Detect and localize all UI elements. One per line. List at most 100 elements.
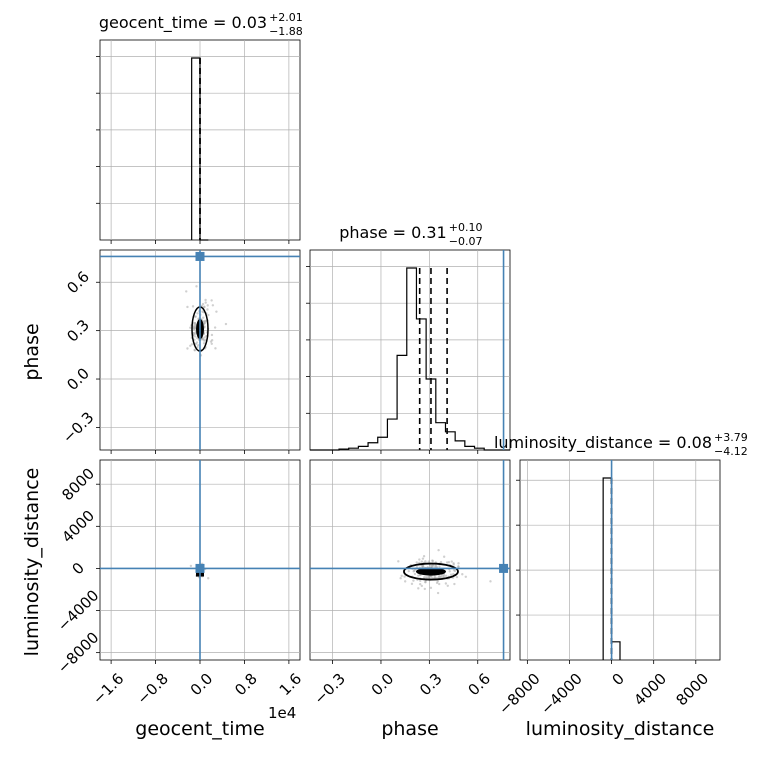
panel-hist-phase bbox=[306, 249, 511, 454]
sample-point bbox=[418, 582, 422, 586]
sample-point bbox=[434, 565, 437, 568]
sample-point bbox=[403, 575, 406, 578]
sample-point bbox=[429, 564, 432, 567]
title-phase-plus: +0.10 bbox=[449, 221, 483, 234]
sample-point bbox=[422, 555, 426, 558]
sample-point bbox=[447, 561, 451, 564]
tick-label-x: −4000 bbox=[537, 670, 586, 719]
sample-point bbox=[423, 587, 427, 591]
xlabel-geocent-time: geocent_time bbox=[135, 718, 264, 740]
sample-point bbox=[452, 562, 455, 565]
panel-titles: geocent_time = 0.03 +2.01−1.88 phase = 0.3… bbox=[99, 11, 748, 458]
title-luminosity_distance: luminosity_distance = 0.08 +3.79−4.12 bbox=[494, 431, 748, 458]
sample-point bbox=[429, 586, 433, 590]
title-luminosity_distance-value: luminosity_distance = 0.08 bbox=[494, 433, 712, 453]
panel-phase-vs-luminosity-distance: −0.3 0.0 0.3 0.6 bbox=[309, 459, 511, 708]
tick-label-x: 8000 bbox=[672, 670, 712, 710]
title-geocent_time-minus: −1.88 bbox=[269, 25, 303, 38]
sample-point bbox=[191, 305, 195, 308]
sample-point bbox=[442, 575, 446, 578]
sample-point bbox=[204, 298, 207, 302]
sample-point bbox=[444, 574, 448, 577]
tick-label-x: 0.0 bbox=[368, 670, 398, 700]
tick-label-y: 0.6 bbox=[63, 268, 93, 298]
tick-label-y: −4000 bbox=[54, 586, 103, 635]
panel-hist-geocent-time bbox=[96, 39, 301, 244]
tick-label-x: 0.3 bbox=[416, 670, 446, 700]
sample-point bbox=[424, 576, 428, 579]
sample-point bbox=[206, 308, 209, 311]
sample-point bbox=[461, 573, 464, 576]
sample-point bbox=[213, 326, 217, 329]
sample-point bbox=[407, 569, 410, 573]
sample-point bbox=[436, 580, 439, 583]
truth-marker bbox=[195, 563, 205, 573]
ylabel-luminosity-distance: luminosity_distance bbox=[21, 468, 43, 657]
sample-point bbox=[204, 301, 207, 304]
sample-point bbox=[452, 572, 455, 576]
sample-point bbox=[210, 299, 213, 302]
sample-point bbox=[418, 558, 421, 561]
sample-point bbox=[415, 561, 418, 564]
sample-point bbox=[453, 569, 457, 573]
tick-label-x: −8000 bbox=[495, 670, 544, 719]
sample-point bbox=[417, 587, 420, 590]
sample-point bbox=[207, 313, 210, 317]
sample-point bbox=[203, 305, 206, 308]
tick-label-x: 0.8 bbox=[231, 670, 261, 700]
sample-point bbox=[399, 577, 402, 580]
truth-marker bbox=[499, 563, 509, 573]
sample-point bbox=[185, 290, 188, 293]
sample-point bbox=[204, 319, 207, 323]
title-luminosity_distance-minus: −4.12 bbox=[714, 445, 748, 458]
sample-point bbox=[193, 349, 197, 352]
sample-point bbox=[397, 560, 400, 563]
title-phase-minus: −0.07 bbox=[449, 235, 483, 248]
sample-point bbox=[437, 548, 440, 552]
sample-point bbox=[445, 561, 449, 564]
sample-point bbox=[420, 560, 424, 563]
tick-label-x: −0.3 bbox=[310, 670, 348, 708]
sample-point bbox=[441, 573, 444, 577]
sample-point bbox=[224, 322, 228, 326]
tick-label-y: −8000 bbox=[54, 629, 103, 678]
sample-point bbox=[202, 316, 205, 319]
sample-point bbox=[444, 582, 448, 585]
title-geocent_time-value: geocent_time = 0.03 bbox=[99, 13, 267, 33]
sample-point bbox=[427, 560, 431, 563]
tick-label-x: 0.6 bbox=[465, 670, 495, 700]
sample-point bbox=[186, 347, 189, 350]
sample-point bbox=[464, 575, 468, 578]
ylabel-phase: phase bbox=[21, 323, 43, 380]
sample-point bbox=[453, 582, 456, 586]
sample-point bbox=[215, 310, 218, 313]
axis-labels: phase luminosity_distance geocent_time 1… bbox=[21, 323, 714, 740]
sample-point bbox=[431, 559, 434, 562]
sample-point bbox=[457, 562, 460, 565]
sample-point bbox=[449, 573, 453, 576]
sample-point bbox=[211, 304, 215, 307]
sample-point bbox=[442, 555, 446, 558]
sample-point bbox=[196, 344, 200, 347]
xlabel-luminosity-distance: luminosity_distance bbox=[526, 718, 715, 740]
tick-label-x: 0 bbox=[608, 670, 627, 689]
sample-point bbox=[195, 341, 199, 344]
panel-hist-phase-frame bbox=[309, 249, 511, 451]
sample-point bbox=[436, 591, 440, 595]
sample-point bbox=[207, 577, 210, 580]
tick-label-x: 4000 bbox=[630, 670, 670, 710]
sample-point bbox=[189, 326, 192, 329]
sample-point bbox=[438, 565, 441, 568]
sample-point bbox=[206, 304, 209, 307]
sample-point bbox=[448, 570, 451, 573]
xlabel-phase: phase bbox=[381, 718, 438, 740]
sample-point bbox=[210, 339, 214, 342]
truth-marker bbox=[195, 251, 205, 261]
tick-label-x: 0.0 bbox=[187, 670, 217, 700]
sample-point bbox=[419, 579, 422, 582]
sample-point bbox=[438, 582, 441, 586]
tick-label-y: −0.3 bbox=[59, 408, 97, 446]
title-phase: phase = 0.31 +0.10−0.07 bbox=[339, 221, 482, 248]
sample-point bbox=[192, 325, 196, 329]
